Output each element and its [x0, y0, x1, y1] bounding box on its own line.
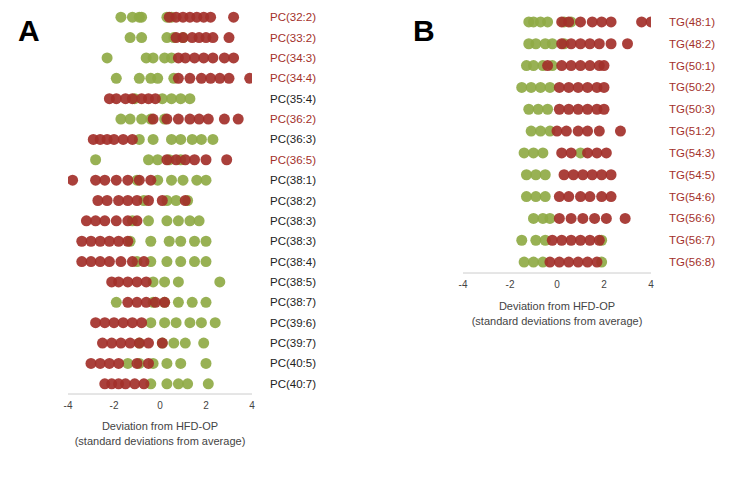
- svg-text:PC(32:2): PC(32:2): [270, 11, 316, 23]
- svg-text:PC(38:3): PC(38:3): [270, 215, 316, 227]
- svg-text:PC(38:1): PC(38:1): [270, 174, 316, 186]
- svg-text:-2: -2: [506, 279, 515, 290]
- svg-text:TG(50:1): TG(50:1): [669, 60, 715, 72]
- svg-text:PC(38:5): PC(38:5): [270, 276, 316, 288]
- svg-text:PC(38:4): PC(38:4): [270, 256, 316, 268]
- svg-text:PC(40:7): PC(40:7): [270, 378, 316, 390]
- html-text:B: B: [413, 14, 435, 47]
- svg-text:-4: -4: [459, 279, 468, 290]
- svg-text:TG(56:8): TG(56:8): [669, 256, 715, 268]
- svg-text:PC(36:5): PC(36:5): [270, 154, 316, 166]
- svg-text:PC(39:7): PC(39:7): [270, 337, 316, 349]
- html-text:(standard deviations from aver: (standard deviations from average): [471, 315, 643, 327]
- svg-text:PC(33:2): PC(33:2): [270, 32, 316, 44]
- svg-text:TG(56:6): TG(56:6): [669, 212, 715, 224]
- svg-text:PC(39:6): PC(39:6): [270, 317, 316, 329]
- svg-text:TG(54:3): TG(54:3): [669, 147, 715, 159]
- svg-text:TG(54:5): TG(54:5): [669, 169, 715, 181]
- svg-text:-4: -4: [64, 400, 73, 411]
- svg-text:TG(51:2): TG(51:2): [669, 125, 715, 137]
- html-text:(standard deviations from aver: (standard deviations from average): [74, 435, 246, 447]
- svg-text:4: 4: [249, 400, 255, 411]
- svg-text:PC(40:5): PC(40:5): [270, 357, 316, 369]
- svg-text:TG(50:2): TG(50:2): [669, 81, 715, 93]
- svg-text:TG(54:6): TG(54:6): [669, 191, 715, 203]
- svg-text:PC(34:3): PC(34:3): [270, 52, 316, 64]
- svg-text:PC(36:2): PC(36:2): [270, 113, 316, 125]
- svg-text:4: 4: [648, 279, 654, 290]
- svg-text:2: 2: [601, 279, 607, 290]
- svg-text:TG(48:1): TG(48:1): [669, 16, 715, 28]
- html-text:Deviation from HFD-OP: Deviation from HFD-OP: [498, 300, 616, 312]
- svg-text:PC(38:3): PC(38:3): [270, 235, 316, 247]
- svg-text:0: 0: [157, 400, 163, 411]
- svg-text:TG(56:7): TG(56:7): [669, 234, 715, 246]
- svg-text:PC(34:4): PC(34:4): [270, 72, 316, 84]
- svg-text:PC(36:3): PC(36:3): [270, 133, 316, 145]
- svg-text:TG(50:3): TG(50:3): [669, 103, 715, 115]
- svg-text:2: 2: [203, 400, 209, 411]
- svg-text:PC(38:7): PC(38:7): [270, 296, 316, 308]
- svg-text:PC(35:4): PC(35:4): [270, 93, 316, 105]
- svg-text:-2: -2: [110, 400, 119, 411]
- html-text:A: A: [18, 14, 40, 47]
- svg-text:PC(38:2): PC(38:2): [270, 195, 316, 207]
- svg-text:0: 0: [554, 279, 560, 290]
- svg-text:TG(48:2): TG(48:2): [669, 38, 715, 50]
- html-text:Deviation from HFD-OP: Deviation from HFD-OP: [101, 420, 219, 432]
